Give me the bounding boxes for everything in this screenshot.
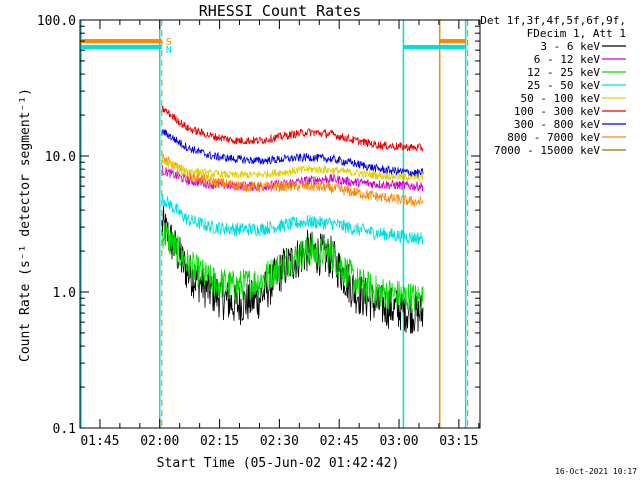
legend-label-8: 800 - 7000 keV [507,131,600,144]
y-tick-label-0: 0.1 [53,422,76,437]
series-line-7 [161,128,424,177]
y-tick-label-1: 1.0 [53,286,76,301]
series-line-8 [161,154,424,208]
legend-label-1: 3 - 6 keV [540,40,600,53]
legend-label-7: 300 - 800 keV [514,118,600,131]
legend-label-6: 100 - 300 keV [514,105,600,118]
x-tick-label-5: 03:00 [379,434,418,449]
series-line-2 [161,165,424,192]
chart-title: RHESSI Count Rates [199,2,362,20]
x-tick-label-6: 03:15 [439,434,478,449]
axes: 0.1 1.0 10.0 100.0 01:45 02:00 02:15 02:30 02:45… [37,14,481,449]
y-tick-label-3: 100.0 [37,14,76,29]
x-tick-label-0: 01:45 [80,434,119,449]
time-interval-lines: SN [80,20,469,428]
y-tick-label-2: 10.0 [45,150,76,165]
legend-label-5: 50 - 100 keV [521,92,601,105]
series-line-4 [161,193,424,245]
series-lines [161,105,424,334]
x-tick-label-4: 02:45 [320,434,359,449]
series-line-6 [161,105,424,153]
footer-timestamp: 16-Oct-2021 10:17 [555,467,637,476]
y-axis-label: Count Rate (s⁻¹ detector segment⁻¹) [18,88,33,362]
x-tick-label-1: 02:00 [140,434,179,449]
series-line-3 [161,222,424,314]
x-axis-label: Start Time (05-Jun-02 01:42:42) [157,456,400,471]
x-tick-label-2: 02:15 [200,434,239,449]
legend-header-line-1: Det 1f,3f,4f,5f,6f,9f, [480,14,626,27]
plot-frame [79,19,481,429]
marker-label-n: N [166,45,172,56]
legend-label-2: 6 - 12 keV [534,53,601,66]
series-line-5 [161,157,424,183]
legend-header-line-2: FDecim 1, Att 1 [527,27,626,40]
legend-label-3: 12 - 25 keV [527,66,600,79]
legend-label-4: 25 - 50 keV [527,79,600,92]
x-tick-label-3: 02:30 [260,434,299,449]
marker-label-s: S [166,37,172,48]
legend-label-9: 7000 - 15000 keV [494,144,600,157]
